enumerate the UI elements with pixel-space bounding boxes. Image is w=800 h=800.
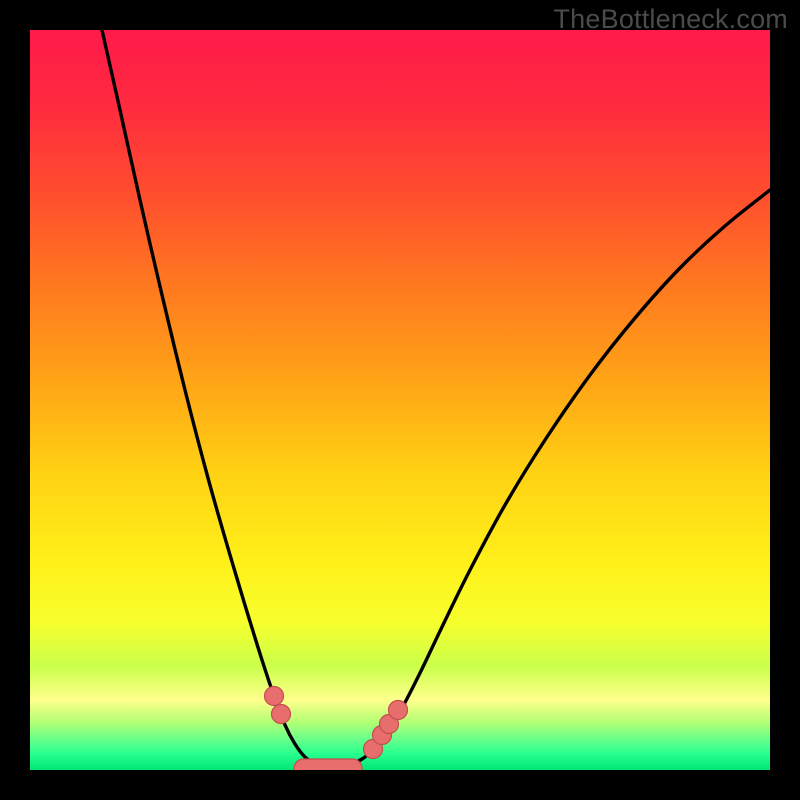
chart-container: TheBottleneck.com bbox=[0, 0, 800, 800]
watermark-text: TheBottleneck.com bbox=[553, 4, 788, 35]
marker-dot bbox=[272, 705, 291, 724]
gradient-background bbox=[30, 30, 770, 770]
bottleneck-curve-chart bbox=[0, 0, 800, 800]
marker-dot bbox=[389, 701, 408, 720]
marker-dot bbox=[265, 687, 284, 706]
plot-area bbox=[30, 30, 770, 778]
